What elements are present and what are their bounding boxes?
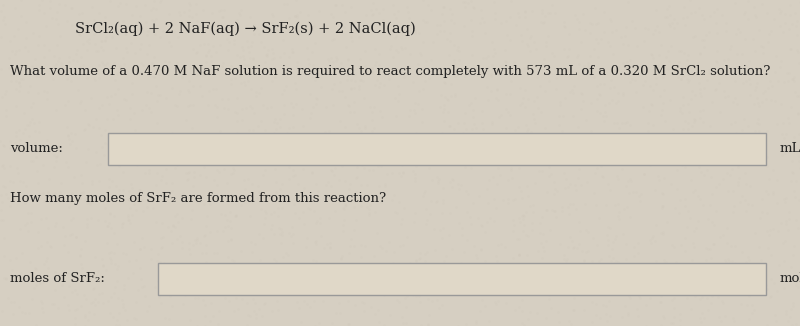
Text: SrCl₂(aq) + 2 NaF(aq) → SrF₂(s) + 2 NaCl(aq): SrCl₂(aq) + 2 NaF(aq) → SrF₂(s) + 2 NaCl… — [75, 22, 416, 37]
Text: moles of SrF₂:: moles of SrF₂: — [10, 272, 105, 285]
Text: mol: mol — [780, 272, 800, 285]
Bar — [108, 133, 766, 165]
Text: What volume of a 0.470 M NaF solution is required to react completely with 573 m: What volume of a 0.470 M NaF solution is… — [10, 65, 770, 78]
Text: How many moles of SrF₂ are formed from this reaction?: How many moles of SrF₂ are formed from t… — [10, 192, 386, 205]
Text: mL: mL — [780, 141, 800, 155]
Text: volume:: volume: — [10, 141, 63, 155]
Bar — [158, 263, 766, 295]
